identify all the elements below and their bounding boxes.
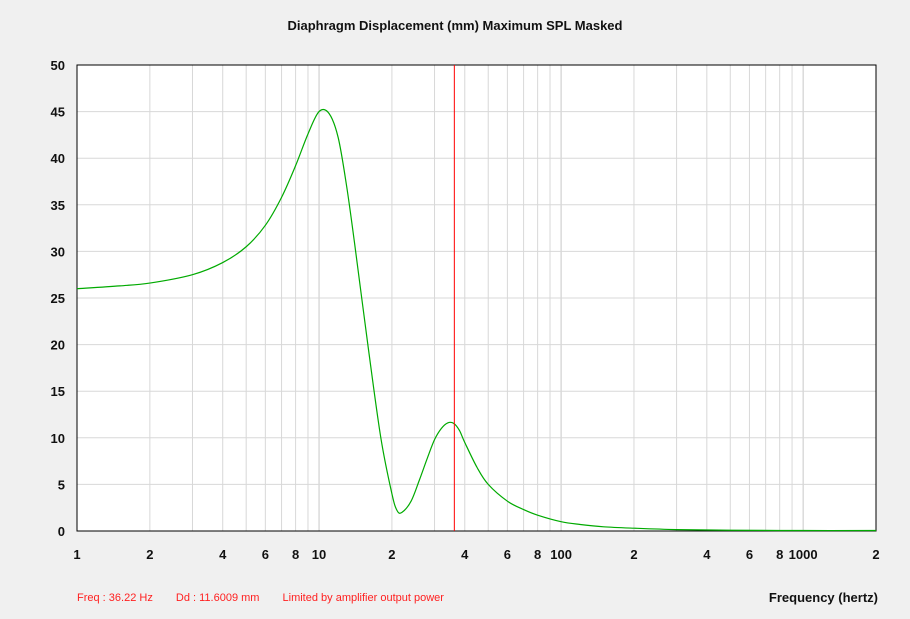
- x-tick-label: 4: [219, 547, 227, 562]
- y-tick-label: 45: [51, 105, 65, 120]
- y-tick-label: 5: [58, 477, 65, 492]
- status-bar: Freq : 36.22 Hz Dd : 11.6009 mm Limited …: [77, 592, 464, 604]
- y-tick-label: 15: [51, 384, 65, 399]
- x-tick-label: 6: [504, 547, 511, 562]
- status-displacement: Dd : 11.6009 mm: [175, 592, 260, 604]
- x-tick-label: 2: [872, 547, 879, 562]
- displacement-series-line: [76, 108, 877, 532]
- x-tick-labels: 1 2 4 6 8 10 2 4 6 8 100 2 4 6 8 1000 2: [73, 547, 879, 562]
- status-frequency: Freq : 36.22 Hz: [77, 592, 153, 604]
- y-tick-label: 35: [51, 198, 65, 213]
- x-tick-label: 4: [703, 547, 711, 562]
- data-layer: [76, 108, 877, 532]
- y-tick-label: 25: [51, 291, 65, 306]
- x-tick-label: 8: [292, 547, 299, 562]
- x-tick-label: 1: [73, 547, 80, 562]
- x-tick-label: 1000: [789, 547, 818, 562]
- x-tick-label: 2: [630, 547, 637, 562]
- x-tick-label: 6: [746, 547, 753, 562]
- y-tick-label: 0: [58, 524, 65, 539]
- x-tick-label: 8: [534, 547, 541, 562]
- status-message: Limited by amplifier output power: [282, 592, 444, 604]
- y-tick-label: 10: [51, 431, 65, 446]
- y-tick-label: 50: [51, 58, 65, 73]
- x-tick-label: 4: [461, 547, 469, 562]
- y-tick-label: 30: [51, 244, 65, 259]
- x-tick-label: 2: [388, 547, 395, 562]
- x-tick-label: 6: [262, 547, 269, 562]
- x-tick-label: 10: [312, 547, 326, 562]
- x-tick-label: 2: [146, 547, 153, 562]
- y-tick-label: 20: [51, 338, 65, 353]
- x-axis-label: Frequency (hertz): [768, 590, 878, 605]
- x-tick-label: 100: [550, 547, 572, 562]
- y-tick-label: 40: [51, 151, 65, 166]
- y-tick-labels: 0 5 10 15 20 25 30 35 40 45 50: [51, 58, 65, 539]
- chart-title: Diaphragm Displacement (mm) Maximum SPL …: [287, 18, 623, 33]
- x-tick-label: 8: [776, 547, 783, 562]
- grid-lines: [77, 65, 876, 531]
- plot-area: [76, 64, 877, 532]
